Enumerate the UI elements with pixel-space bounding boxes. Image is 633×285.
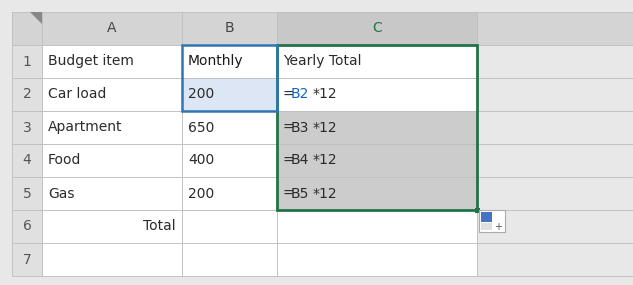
Bar [12,78,42,111]
Text: *12: *12 [313,154,337,168]
Bar [477,210,633,243]
Bar [42,45,182,78]
Bar [277,144,477,177]
Bar [42,144,182,177]
Bar [42,12,182,45]
Text: B3: B3 [291,121,310,135]
Text: 200: 200 [188,87,214,101]
Text: =: = [283,121,294,135]
Bar [12,210,42,243]
Bar [42,243,182,276]
Text: B4: B4 [291,154,310,168]
Bar [182,243,277,276]
Bar [479,210,505,232]
Bar [182,177,277,210]
Bar [182,111,277,144]
Bar [42,78,182,111]
Text: B: B [225,21,234,36]
Bar [477,111,633,144]
Text: Car load: Car load [48,87,106,101]
Text: 650: 650 [188,121,215,135]
Bar [12,243,42,276]
Text: Budget item: Budget item [48,54,134,68]
Bar [477,45,633,78]
Bar [42,177,182,210]
Bar [477,177,633,210]
Text: C: C [372,21,382,36]
Text: 400: 400 [188,154,214,168]
Text: 5: 5 [23,186,32,201]
Text: =: = [283,87,294,101]
Text: Apartment: Apartment [48,121,123,135]
Text: 4: 4 [23,154,32,168]
Bar [277,12,477,45]
Bar [42,210,182,243]
Bar [42,111,182,144]
Text: 6: 6 [23,219,32,233]
Text: B5: B5 [291,186,310,201]
Text: Gas: Gas [48,186,75,201]
Bar [277,45,477,210]
Bar [477,12,633,45]
Bar [477,243,633,276]
Bar [12,144,42,177]
Bar [277,111,477,144]
Bar [12,45,42,78]
Bar [481,223,492,230]
Bar [477,78,633,111]
Bar [182,144,277,177]
Text: 3: 3 [23,121,32,135]
Text: A: A [107,21,116,36]
Text: 1: 1 [23,54,32,68]
Text: Total: Total [144,219,176,233]
Text: Yearly Total: Yearly Total [283,54,361,68]
Bar [182,45,277,111]
Bar [481,212,492,222]
Bar [12,177,42,210]
Bar [12,12,42,45]
Bar [277,177,477,210]
Text: *12: *12 [313,121,337,135]
Text: Monthly: Monthly [188,54,244,68]
Text: 7: 7 [23,253,32,266]
Text: *12: *12 [313,186,337,201]
Bar [182,210,277,243]
Text: 2: 2 [23,87,32,101]
Bar [277,78,477,111]
Text: =: = [283,154,294,168]
Bar [182,12,277,45]
Bar [277,210,477,243]
Bar [182,78,277,111]
Polygon shape [30,12,42,24]
Bar [12,111,42,144]
Bar [475,207,480,213]
Text: Food: Food [48,154,82,168]
Bar [477,144,633,177]
Text: B2: B2 [291,87,310,101]
Text: +: + [494,222,502,232]
Text: *12: *12 [313,87,337,101]
Bar [182,45,277,78]
Bar [277,243,477,276]
Text: =: = [283,186,294,201]
Text: 200: 200 [188,186,214,201]
Bar [277,45,477,78]
